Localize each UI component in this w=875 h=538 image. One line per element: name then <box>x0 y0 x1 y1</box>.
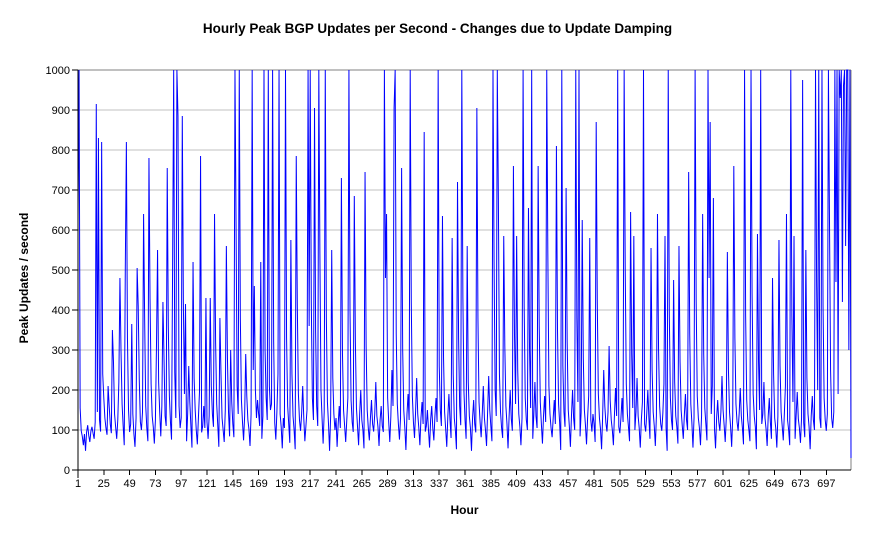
x-tick-label: 697 <box>817 478 835 490</box>
y-tick-label: 800 <box>52 145 70 157</box>
x-tick-label: 529 <box>636 478 654 490</box>
x-tick-label: 49 <box>123 478 135 490</box>
chart-title: Hourly Peak BGP Updates per Second - Cha… <box>202 21 673 36</box>
x-tick-label: 361 <box>456 478 474 490</box>
x-tick-label: 601 <box>714 478 732 490</box>
x-tick-label: 289 <box>378 478 396 490</box>
x-tick-label: 625 <box>740 478 758 490</box>
y-tick-label: 600 <box>52 225 70 237</box>
x-tick-label: 169 <box>249 478 267 490</box>
x-tick-label: 193 <box>275 478 293 490</box>
y-tick-label: 700 <box>52 185 70 197</box>
x-tick-label: 25 <box>98 478 110 490</box>
x-tick-label: 97 <box>175 478 187 490</box>
x-tick-label: 1 <box>75 478 81 490</box>
x-axis-title: Hour <box>450 503 479 517</box>
x-tick-label: 385 <box>482 478 500 490</box>
x-tick-label: 409 <box>507 478 525 490</box>
x-tick-label: 337 <box>430 478 448 490</box>
x-tick-label: 481 <box>585 478 603 490</box>
x-tick-label: 649 <box>765 478 783 490</box>
x-tick-label: 673 <box>791 478 809 490</box>
y-tick-label: 0 <box>64 465 70 477</box>
y-tick-label: 500 <box>52 265 70 277</box>
x-tick-label: 241 <box>327 478 345 490</box>
data-series-line <box>77 69 852 459</box>
y-tick-label: 100 <box>52 425 70 437</box>
y-tick-label: 200 <box>52 385 70 397</box>
y-tick-label: 900 <box>52 105 70 117</box>
y-tick-label: 300 <box>52 345 70 357</box>
x-tick-label: 73 <box>149 478 161 490</box>
x-tick-label: 313 <box>404 478 422 490</box>
x-tick-label: 577 <box>688 478 706 490</box>
y-tick-label: 400 <box>52 305 70 317</box>
x-tick-label: 217 <box>301 478 319 490</box>
x-tick-label: 121 <box>198 478 216 490</box>
x-tick-label: 145 <box>224 478 242 490</box>
x-tick-label: 265 <box>353 478 371 490</box>
y-tick-label: 1000 <box>46 65 70 77</box>
x-tick-label: 553 <box>662 478 680 490</box>
x-tick-label: 505 <box>611 478 629 490</box>
x-tick-label: 457 <box>559 478 577 490</box>
x-tick-label: 433 <box>533 478 551 490</box>
